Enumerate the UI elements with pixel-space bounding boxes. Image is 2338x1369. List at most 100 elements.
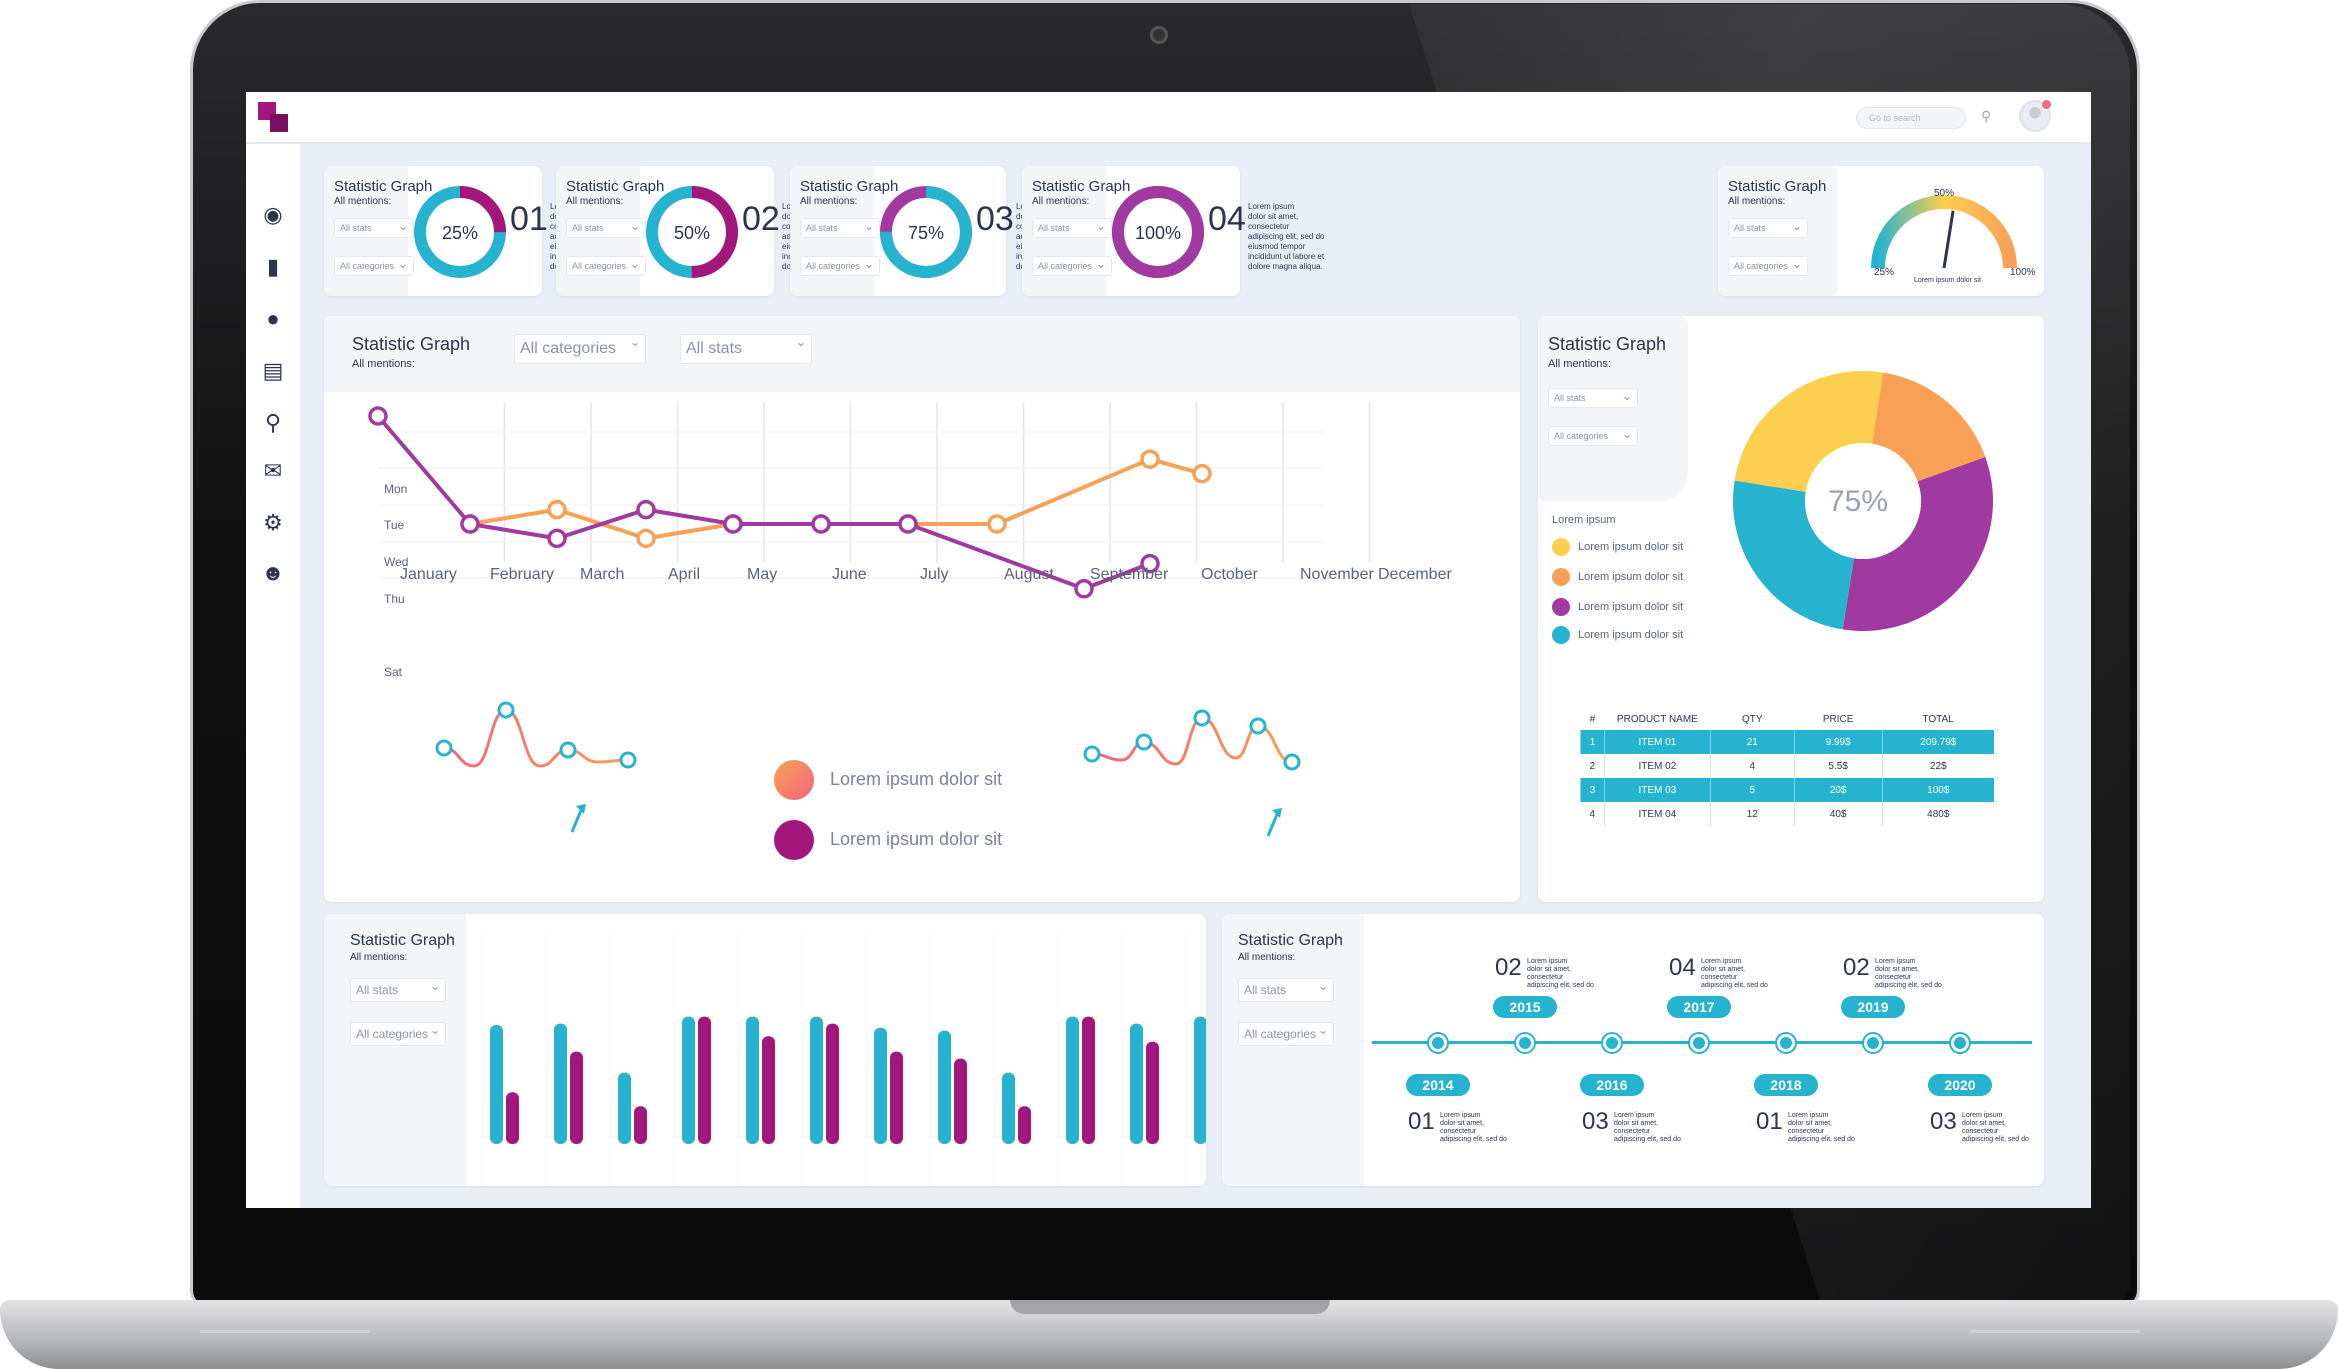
gear-icon[interactable]: ⚙	[263, 510, 283, 535]
pie-slice	[1842, 456, 1993, 631]
table-cell: 5	[1709, 778, 1795, 802]
bar	[634, 1106, 647, 1144]
bar	[1194, 1016, 1206, 1144]
x-tick-label: September	[1090, 566, 1169, 583]
categories-dropdown[interactable]: All categories	[1238, 1022, 1334, 1046]
stats-dropdown[interactable]: All stats	[334, 218, 414, 238]
series-point	[368, 406, 388, 426]
y-tick-label: Thu	[384, 592, 405, 606]
timeline-number: 02	[1843, 954, 1870, 981]
pie-slice	[1872, 372, 1986, 482]
table-row[interactable]: 4 ITEM 04 12 40$ 480$	[1581, 802, 1994, 826]
card-title: Statistic Graph	[350, 932, 455, 949]
stat-text: Lorem ipsum dolor sit amet, consectetur …	[1248, 202, 1325, 271]
categories-dropdown[interactable]: All categories	[350, 1022, 446, 1046]
stats-dropdown[interactable]: All stats	[680, 334, 812, 364]
stats-dropdown[interactable]: All stats	[1032, 218, 1112, 238]
arrow-icon	[570, 807, 584, 833]
timeline-node	[1777, 1034, 1795, 1052]
legend-label: Lorem ipsum dolor sit	[830, 769, 1003, 789]
col-header: QTY	[1742, 713, 1763, 725]
table-cell: 1	[1580, 730, 1605, 754]
categories-dropdown[interactable]: All categories	[1032, 256, 1112, 276]
user-icon[interactable]: ◉	[263, 202, 283, 227]
series-point	[1140, 553, 1160, 574]
notification-dot	[2042, 100, 2051, 109]
x-tick-label: August	[1004, 566, 1054, 583]
timeline-card-panel	[1222, 914, 1364, 1186]
y-tick-label: Mon	[384, 482, 408, 496]
categories-dropdown[interactable]: All categories	[1548, 426, 1638, 446]
donut-label: 75%	[908, 223, 944, 243]
sparkline-point	[1135, 733, 1153, 751]
bar	[682, 1016, 695, 1144]
bar	[490, 1025, 503, 1144]
stats-dropdown[interactable]: All stats	[566, 218, 646, 238]
legend-swatch-purple	[774, 820, 814, 860]
bar	[1130, 1023, 1143, 1144]
stats-dropdown[interactable]: All stats	[350, 978, 446, 1002]
timeline-year: 2020	[1928, 1074, 1992, 1096]
donut-chart: 75%	[880, 186, 972, 278]
search-icon[interactable]: ⚲	[1981, 108, 1992, 124]
pie-slice	[1734, 371, 1884, 492]
sparkline-point	[1083, 745, 1101, 763]
pie-hole	[1805, 443, 1921, 559]
timeline-year: 2017	[1667, 996, 1731, 1018]
bar	[874, 1027, 887, 1144]
timeline-year: 2015	[1493, 996, 1557, 1018]
series-point	[547, 528, 567, 549]
card-subtitle: All mentions:	[334, 196, 392, 207]
logo	[258, 102, 288, 132]
gauge-card: Statistic Graph All mentions: All stats …	[1718, 166, 2044, 296]
dashboard-icon[interactable]: ▤	[262, 358, 284, 383]
col-header: TOTAL	[1922, 713, 1954, 725]
table-cell: ITEM 04	[1603, 802, 1711, 826]
categories-dropdown[interactable]: All categories	[514, 334, 646, 364]
donut-chart: 25%	[414, 186, 506, 278]
categories-dropdown[interactable]: All categories	[1728, 256, 1808, 276]
stats-dropdown[interactable]: All stats	[1728, 218, 1808, 238]
bar	[746, 1016, 759, 1144]
stats-dropdown[interactable]: All stats	[800, 218, 880, 238]
sparkline-point	[1283, 753, 1301, 771]
donut-chart: 50%	[646, 186, 738, 278]
x-tick-label: July	[920, 566, 949, 583]
categories-dropdown[interactable]: All categories	[334, 256, 414, 276]
mail-icon[interactable]: ✉	[263, 458, 283, 483]
card-title: Statistic Graph	[352, 334, 471, 354]
card-subtitle: All mentions:	[566, 196, 624, 207]
chat-icon[interactable]: ●	[266, 306, 280, 331]
search-icon[interactable]: ⚲	[264, 410, 282, 435]
table-row[interactable]: 3 ITEM 03 5 20$ 100$	[1580, 778, 1994, 802]
table-cell: 4	[1709, 754, 1795, 778]
bar	[570, 1051, 583, 1144]
col-header: PRODUCT NAME	[1616, 713, 1698, 725]
card-title: Statistic Graph	[1238, 932, 1343, 949]
stats-dropdown[interactable]: All stats	[1548, 388, 1638, 408]
y-tick-label: Wed	[384, 555, 409, 569]
table-row[interactable]: 2 ITEM 02 4 5.5$ 22$	[1581, 754, 1994, 778]
table-row[interactable]: 1 ITEM 01 21 9.99$ 209.79$	[1580, 730, 1994, 754]
sparkline-point	[619, 751, 637, 769]
pie-chart	[1733, 371, 1993, 631]
categories-dropdown[interactable]: All categories	[800, 256, 880, 276]
gauge-needle	[1942, 210, 1955, 269]
arrow-icon	[1266, 811, 1280, 837]
pie-legend-title: Lorem ipsum	[1552, 514, 1616, 526]
search-input[interactable]: Go to search	[1856, 107, 1966, 129]
donut-label: 25%	[442, 223, 478, 243]
bar	[1002, 1072, 1015, 1144]
legend-swatch-orange	[774, 760, 814, 800]
stats-dropdown[interactable]: All stats	[1238, 978, 1334, 1002]
table-cell: 21	[1709, 730, 1795, 754]
gauge-chart: 25% 50% 100% Lorem ipsum dolor sit	[1871, 188, 2036, 284]
bar-chart-icon[interactable]: ▮	[266, 254, 280, 279]
user-star-icon[interactable]: ☻	[261, 560, 285, 585]
bar	[826, 1023, 839, 1144]
pie-legend-swatch	[1552, 538, 1570, 556]
categories-dropdown[interactable]: All categories	[566, 256, 646, 276]
